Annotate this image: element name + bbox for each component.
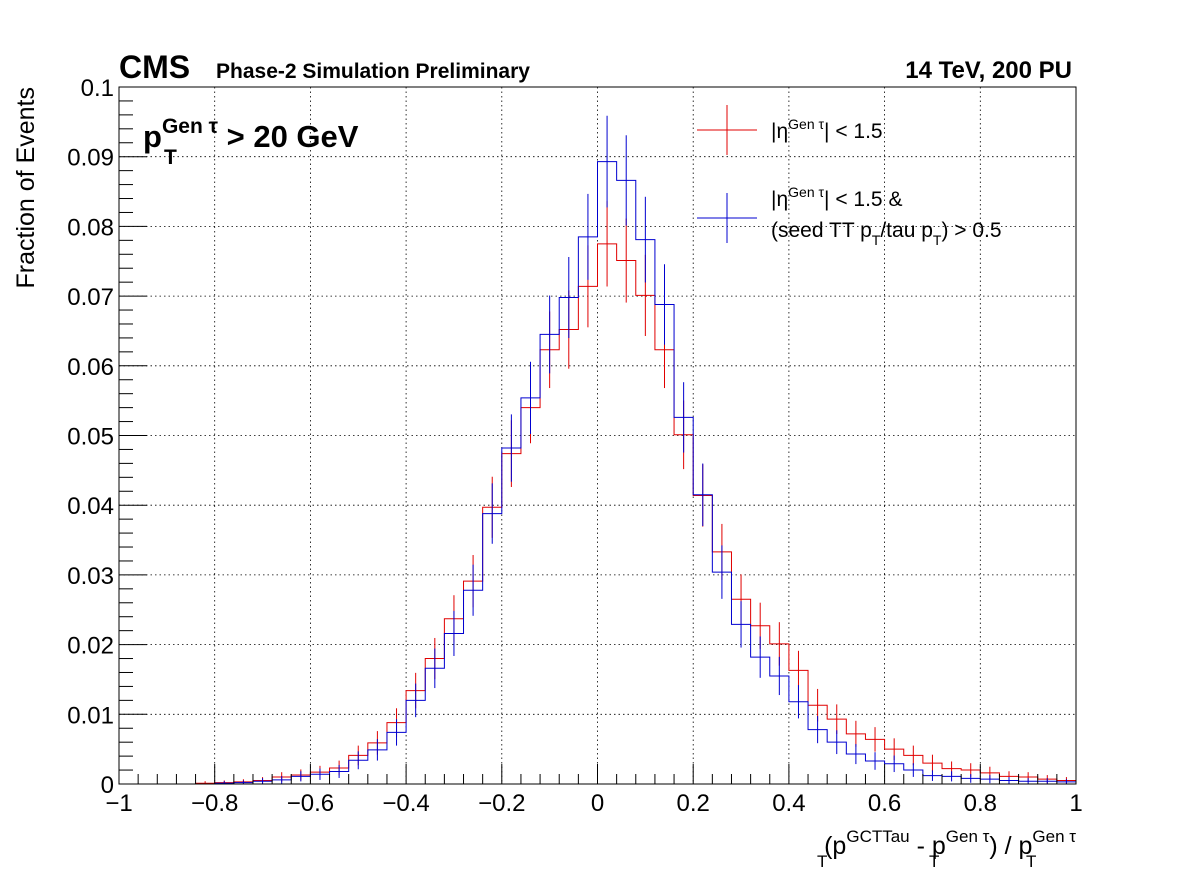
axis-ticks [118, 86, 1077, 785]
x-axis-label-sub1: T [817, 852, 827, 871]
legend: |ηGen τ| < 1.5 |ηGen τ| < 1.5 & (seed TT… [697, 105, 1002, 248]
x-tick-label: −0.8 [191, 790, 238, 817]
y-tick-label: 0.1 [81, 75, 114, 102]
cut-annotation-sub: T [164, 146, 177, 169]
y-tick-label: 0.09 [67, 145, 114, 172]
x-tick-label: −0.6 [287, 790, 334, 817]
series-blue [119, 115, 1077, 785]
x-tick-label: 0.8 [964, 790, 997, 817]
y-tick-label: 0.04 [67, 493, 114, 520]
x-tick-label: −0.4 [382, 790, 429, 817]
histogram-step-red [119, 243, 1077, 785]
x-axis-label-sub2: T [929, 852, 939, 871]
x-axis-label: (pGCTTau - pGen τ) / pGen τ [824, 827, 1076, 860]
legend-label-blue-line1: |ηGen τ| < 1.5 & [771, 184, 902, 211]
x-tick-label: 0.6 [868, 790, 901, 817]
x-tick-label: 0.4 [772, 790, 805, 817]
y-tick-label: 0.01 [67, 702, 114, 729]
plot-frame [118, 86, 1077, 785]
x-tick-label: 0 [591, 790, 604, 817]
legend-label-red: |ηGen τ| < 1.5 [771, 116, 883, 143]
y-tick-label: 0.06 [67, 354, 114, 381]
conditions-label: 14 TeV, 200 PU [905, 57, 1072, 84]
legend-label-blue-line2: (seed TT pT/tau pT) > 0.5 [771, 219, 1002, 248]
y-tick-label: 0.08 [67, 214, 114, 241]
x-tick-label: −0.2 [478, 790, 525, 817]
y-tick-label: 0.03 [67, 563, 114, 590]
cut-annotation: pGen τ > 20 GeV [143, 115, 359, 154]
x-tick-label: 0.2 [677, 790, 710, 817]
x-axis-label-sub3: T [1026, 852, 1036, 871]
status-label: Phase-2 Simulation Preliminary [216, 60, 530, 83]
y-tick-label: 0.05 [67, 424, 114, 451]
y-tick-label: 0.02 [67, 633, 114, 660]
experiment-label: CMS [119, 49, 190, 85]
y-tick-label: 0 [101, 772, 114, 799]
y-tick-label: 0.07 [67, 284, 114, 311]
y-axis-label: Fraction of Events [12, 87, 40, 288]
x-tick-label: 1 [1069, 790, 1082, 817]
axis-tick-labels: −1 −0.8 −0.6 −0.4 −0.2 0 0.2 0.4 0.6 0.8 1 0 0.01 0.0… [67, 75, 1082, 817]
x-tick-label: −1 [105, 790, 132, 817]
